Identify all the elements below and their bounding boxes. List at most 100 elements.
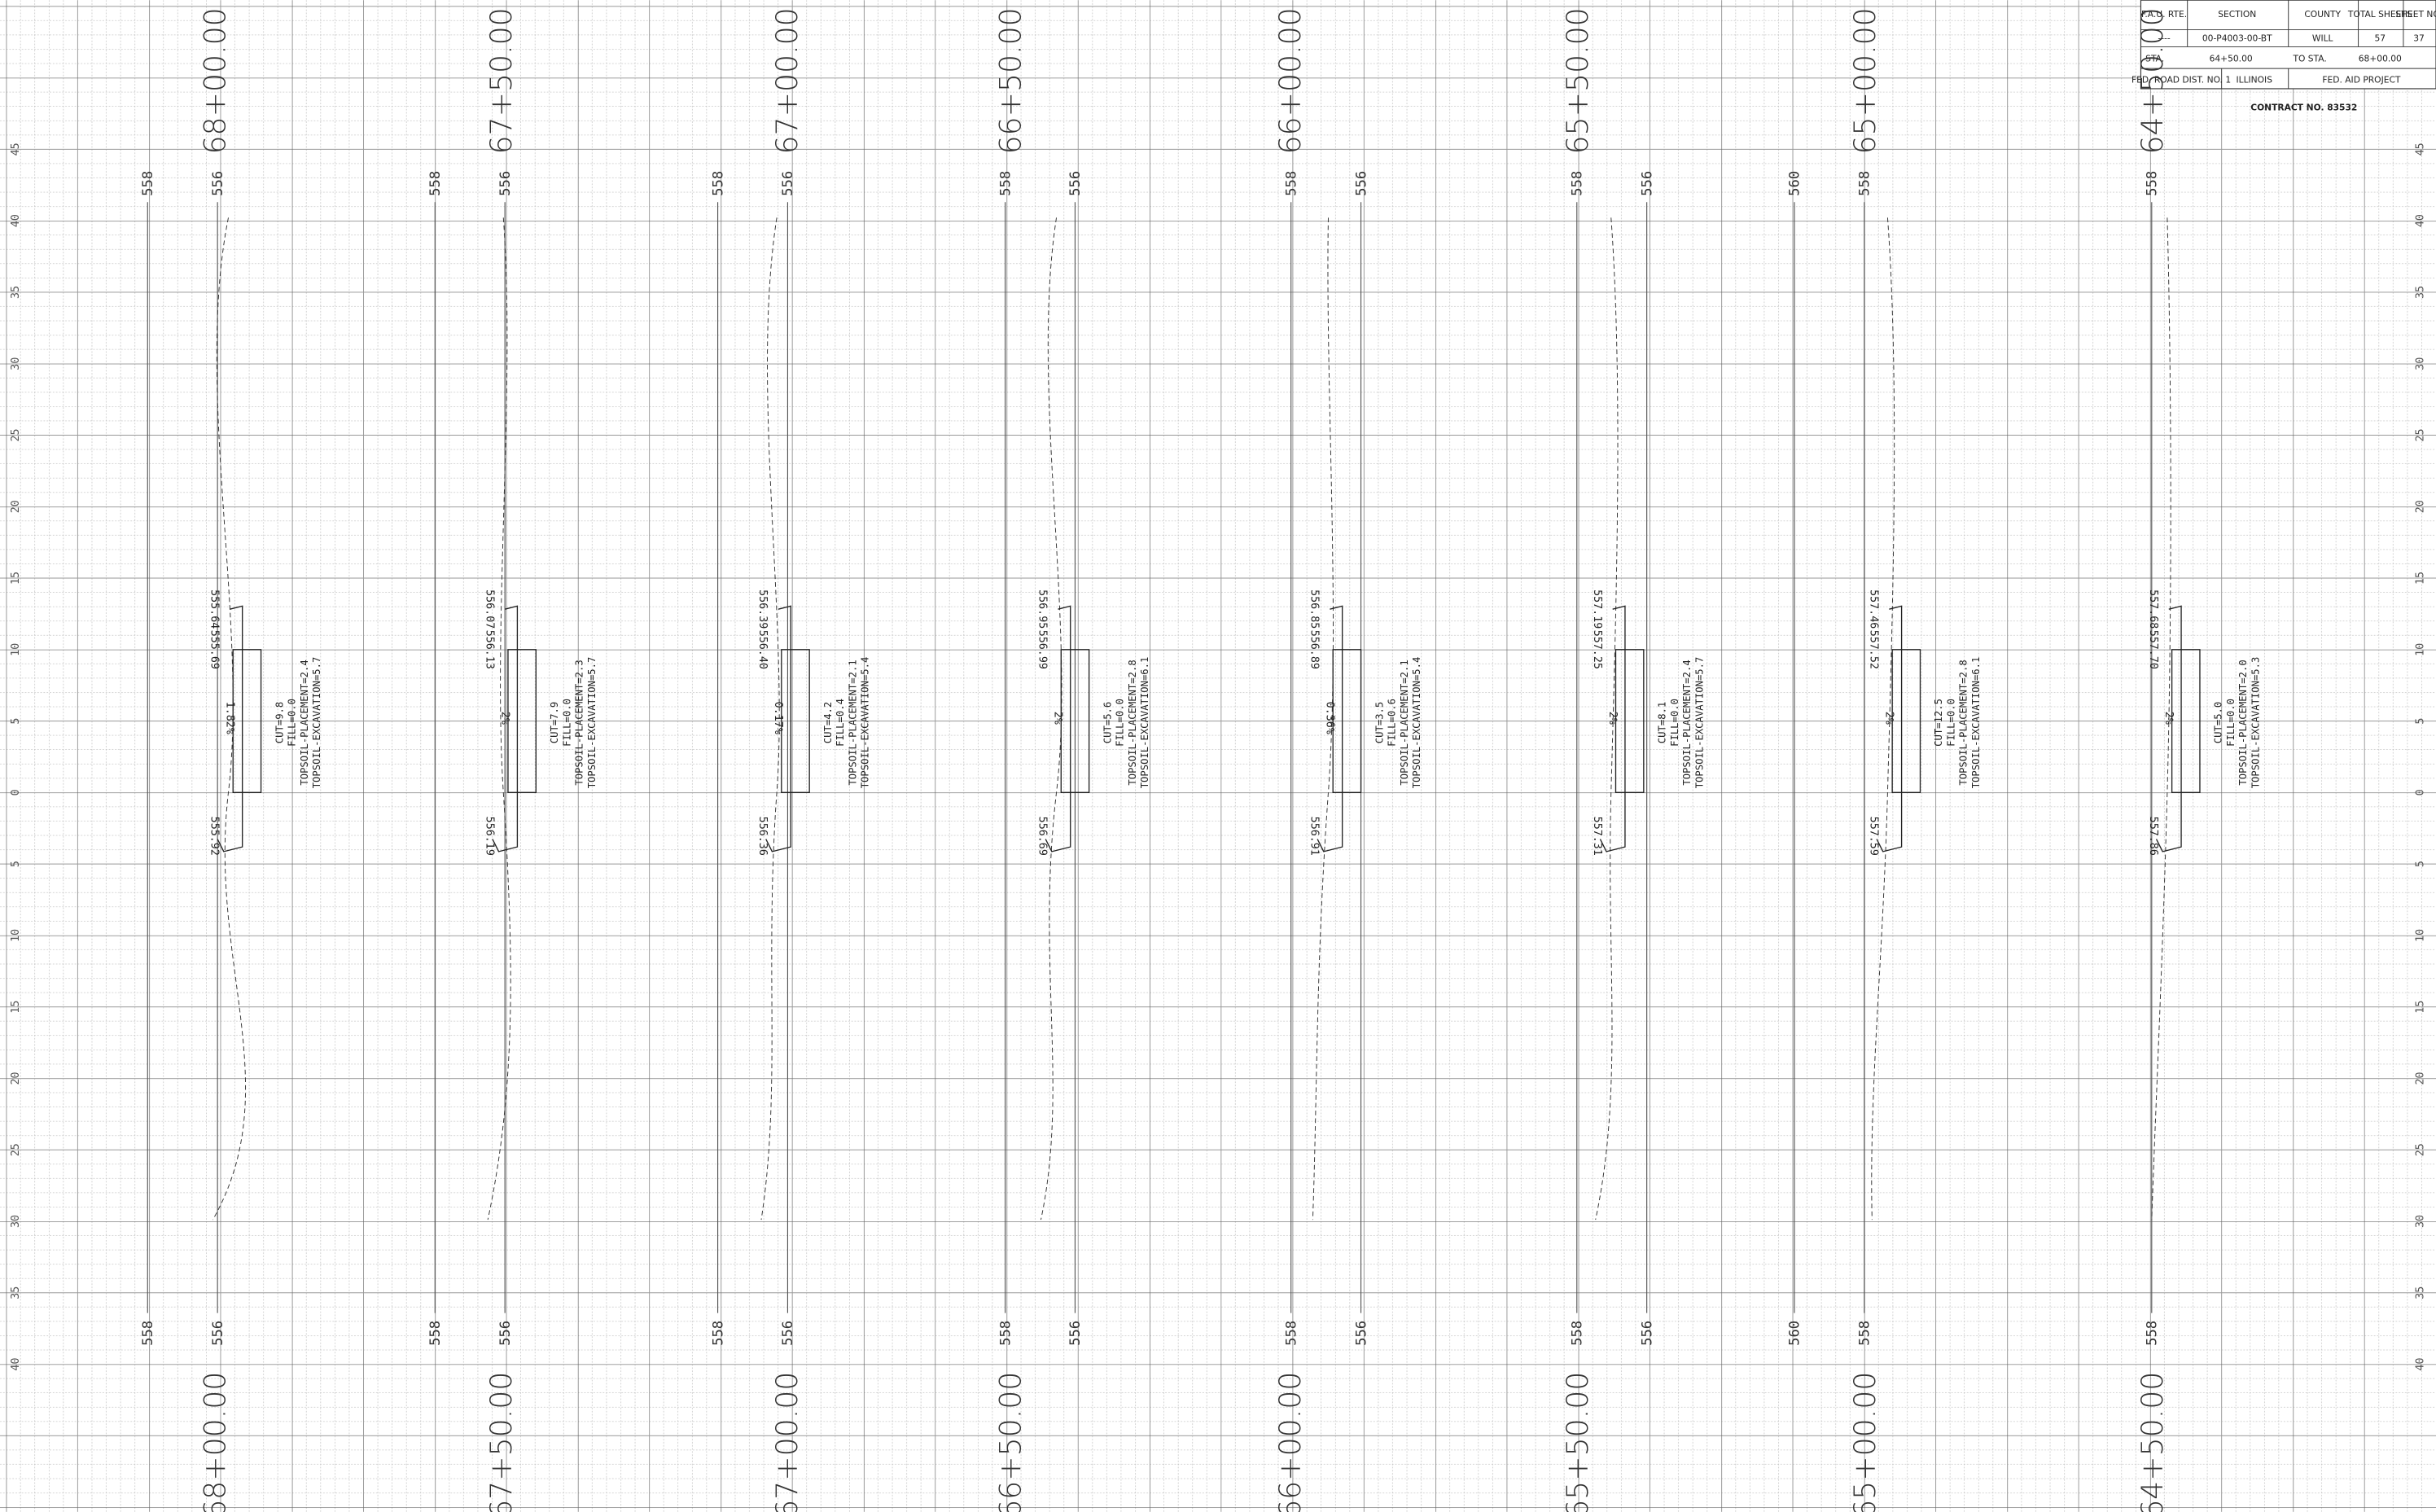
pavement-box xyxy=(2171,649,2201,794)
offset-label: 20 xyxy=(10,500,22,513)
elevation-value: 556.69 xyxy=(1036,817,1049,856)
slope: 2% xyxy=(498,712,510,725)
elevation-label: 556 xyxy=(1639,1321,1655,1346)
offset-label: 35 xyxy=(10,286,22,299)
elevation-label: 558 xyxy=(1857,171,1873,196)
subgrade-outline xyxy=(1599,605,1626,852)
quantity: FILL=0.4 xyxy=(835,699,846,747)
quantity: TOPSOIL-PLACEMENT=2.1 xyxy=(847,660,858,785)
quantity: FILL=0.0 xyxy=(1669,699,1680,747)
station-label: 65+50.00 xyxy=(1560,7,1595,154)
slope: 0.17% xyxy=(772,702,784,734)
subgrade-outline xyxy=(217,605,243,852)
elevation-value: 557.19 xyxy=(1591,589,1603,629)
quantity: FILL=0.0 xyxy=(1945,699,1956,747)
elevation-value: 555.64 xyxy=(208,589,221,629)
elevation-label: 556 xyxy=(1639,171,1655,196)
offset-label: 35 xyxy=(10,1286,22,1299)
pavement-box xyxy=(507,649,537,794)
elevation-label: 558 xyxy=(427,1321,444,1346)
offset-label: 45 xyxy=(2415,142,2427,156)
elevation-value: 557.86 xyxy=(2147,817,2159,856)
district: FED. ROAD DIST. NO. 1 xyxy=(2132,74,2231,85)
quantity: CUT=4.2 xyxy=(822,702,834,743)
quantity: TOPSOIL-PLACEMENT=2.4 xyxy=(1681,660,1693,785)
offset-label: 5 xyxy=(2415,718,2427,725)
elevation-label: 558 xyxy=(140,171,156,196)
offset-label: 25 xyxy=(2415,428,2427,441)
quantity: CUT=12.5 xyxy=(1933,699,1944,747)
subgrade-outline xyxy=(1317,605,1343,852)
project: FED. AID PROJECT xyxy=(2322,74,2401,85)
elevation-label: 558 xyxy=(1283,171,1299,196)
value-cell: WILL xyxy=(2312,33,2333,44)
quantity: TOPSOIL-PLACEMENT=2.8 xyxy=(1958,660,1969,785)
station-label: 65+50.00 xyxy=(1560,1372,1595,1512)
ground-line xyxy=(760,217,780,1221)
elevation-value: 556.99 xyxy=(1036,630,1049,669)
elevation-label: 556 xyxy=(497,171,514,196)
offset-label: 20 xyxy=(2415,1072,2427,1085)
elevation-label: 558 xyxy=(997,1321,1014,1346)
station-label: 66+00.00 xyxy=(1273,7,1308,154)
elevation-value: 556.95 xyxy=(1036,589,1049,629)
offset-label: 40 xyxy=(2415,1358,2427,1371)
elevation-label: 556 xyxy=(780,171,796,196)
elevation-label: 556 xyxy=(780,1321,796,1346)
elevation-label: 556 xyxy=(497,1321,514,1346)
quantity: FILL=0.0 xyxy=(1115,699,1126,747)
elevation-value: 556.91 xyxy=(1308,817,1320,856)
elevation-value: 555.69 xyxy=(208,630,221,669)
quantity: TOPSOIL-EXCAVATION=5.4 xyxy=(1411,657,1422,789)
station-label: 66+00.00 xyxy=(1273,1372,1308,1512)
station-label: 68+00.00 xyxy=(198,1372,233,1512)
offset-label: 5 xyxy=(10,861,22,867)
subgrade-outline xyxy=(765,605,791,852)
elevation-value: 556.89 xyxy=(1308,630,1320,669)
quantity: CUT=5.0 xyxy=(2213,702,2224,743)
title-block: F.A.U. RTE. SECTION COUNTY TOTAL SHEETSSHEE… xyxy=(2132,0,2436,90)
quantity: TOPSOIL-PLACEMENT=2.0 xyxy=(2237,660,2249,785)
offset-label: 25 xyxy=(2415,1143,2427,1156)
quantity: TOPSOIL-PLACEMENT=2.4 xyxy=(299,660,310,785)
offset-label: 0 xyxy=(10,789,22,795)
elevation-label: 560 xyxy=(1787,171,1803,196)
ground-line xyxy=(1871,217,1895,1221)
offset-label: 25 xyxy=(10,1143,22,1156)
slope: 2% xyxy=(1606,712,1619,725)
offset-label: 15 xyxy=(10,1001,22,1014)
offset-label: 40 xyxy=(10,1358,22,1371)
elevation-value: 557.70 xyxy=(2147,630,2159,669)
quantity: TOPSOIL-EXCAVATION=5.7 xyxy=(586,657,598,789)
contract: CONTRACT NO. 83532 xyxy=(2250,103,2357,113)
quantity: TOPSOIL-EXCAVATION=5.3 xyxy=(2250,657,2261,789)
elevation-value: 557.46 xyxy=(1867,589,1879,629)
offset-label: 40 xyxy=(10,214,22,227)
elevation-label: 558 xyxy=(1570,171,1586,196)
elevation-label: 558 xyxy=(997,171,1014,196)
offset-label: 5 xyxy=(2415,861,2427,867)
quantity: FILL=0.0 xyxy=(2225,699,2237,747)
elevation-label: 556 xyxy=(1353,171,1369,196)
sta-from: 64+50.00 xyxy=(2210,54,2253,64)
offset-label: 40 xyxy=(2415,214,2427,227)
station-label: 64+50.00 xyxy=(2135,1372,2170,1512)
elevation-value: 556.40 xyxy=(756,630,769,669)
elevation-label: 556 xyxy=(1353,1321,1369,1346)
quantity: TOPSOIL-EXCAVATION=5.4 xyxy=(860,657,871,789)
offset-label: 10 xyxy=(2415,929,2427,942)
elevation-label: 558 xyxy=(710,171,726,196)
pavement-box xyxy=(1891,649,1921,794)
elevation-label: 556 xyxy=(210,1321,226,1346)
elevation-value: 557.25 xyxy=(1591,630,1603,669)
subgrade-outline xyxy=(2155,605,2182,852)
elevation-label: 556 xyxy=(1067,1321,1084,1346)
slope: 2% xyxy=(1052,712,1064,725)
elevation-label: 558 xyxy=(2145,1321,2161,1346)
offset-label: 20 xyxy=(10,1072,22,1085)
slope: 2% xyxy=(2162,712,2175,725)
station-label: 68+00.00 xyxy=(198,7,233,154)
ground-line xyxy=(212,217,246,1221)
elevation-label: 558 xyxy=(710,1321,726,1346)
pavement-box xyxy=(232,649,262,794)
